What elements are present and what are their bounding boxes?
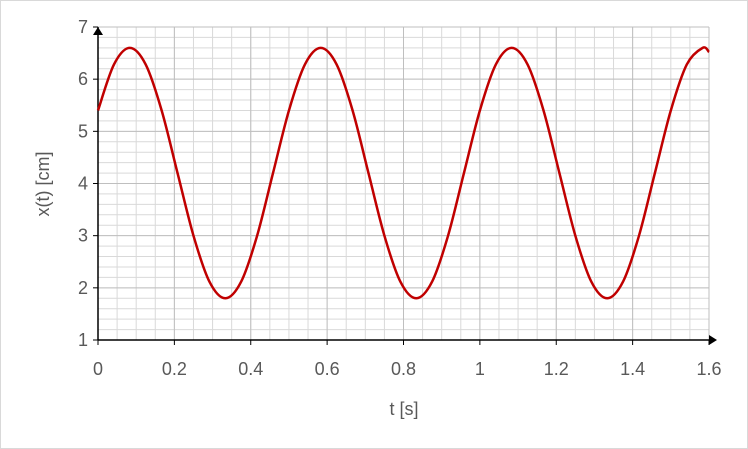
y-axis-arrow [93,27,103,35]
y-tick-label: 6 [78,69,88,89]
y-tick-labels: 1 2 3 4 5 6 7 [78,17,88,350]
x-tick-label: 0.2 [162,359,187,379]
y-tick-label: 7 [78,17,88,37]
x-tick-label: 0.8 [391,359,416,379]
y-tick-label: 2 [78,278,88,298]
x-tick-label: 1 [475,359,485,379]
axes [93,26,717,345]
series-line [96,46,710,300]
y-axis-title: x(t) [cm] [33,152,53,217]
x-tick-label: 0.6 [315,359,340,379]
x-axis-title: t [s] [389,399,418,419]
y-tick-label: 1 [78,330,88,350]
x-tick-label: 1.6 [696,359,721,379]
x-tick-label: 0.4 [238,359,263,379]
y-tick-label: 5 [78,121,88,141]
series-layer [96,46,710,300]
x-tick-label: 0 [93,359,103,379]
x-tick-label: 1.4 [620,359,645,379]
x-tick-labels: 0 0.2 0.4 0.6 0.8 1 1.2 1.4 1.6 [93,359,722,379]
x-tick-label: 1.2 [544,359,569,379]
y-tick-label: 4 [78,174,88,194]
x-axis-arrow [709,335,717,345]
y-tick-label: 3 [78,226,88,246]
